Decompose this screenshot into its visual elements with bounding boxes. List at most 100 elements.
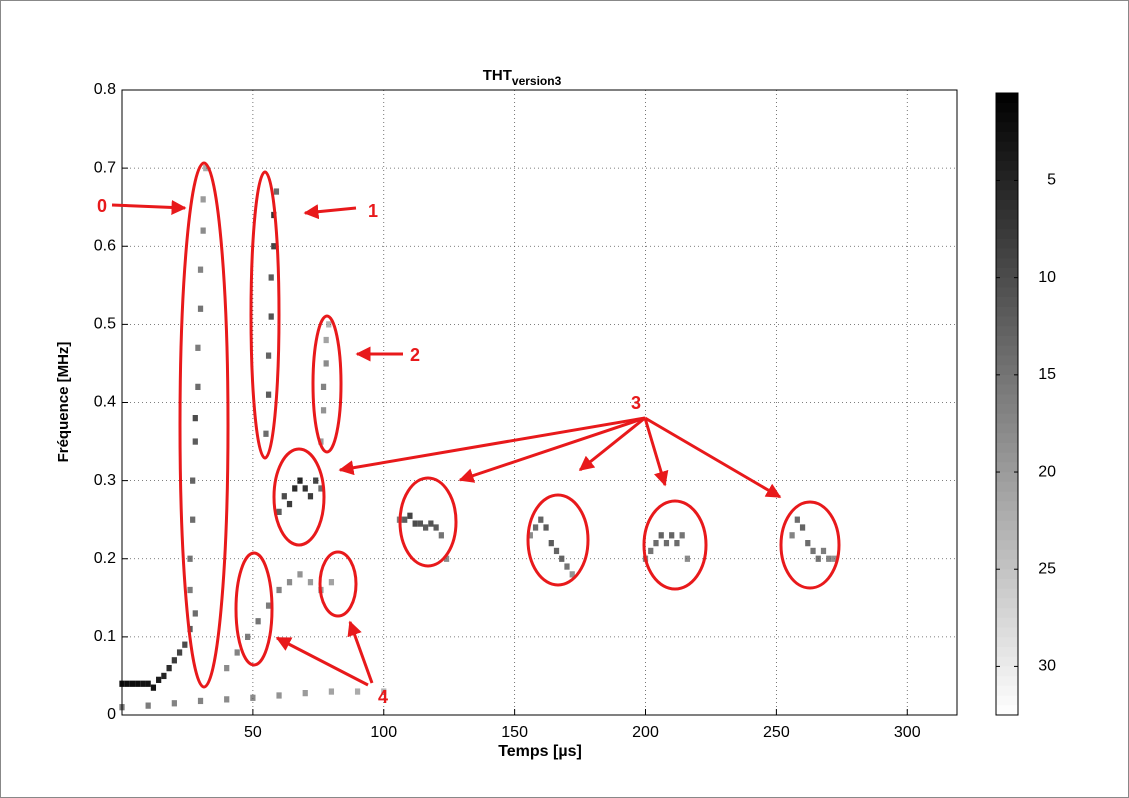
colorbar-step — [996, 472, 1018, 483]
colorbar-step — [996, 462, 1018, 473]
heatmap-cell — [250, 694, 256, 701]
heatmap-cell — [265, 391, 272, 398]
heatmap-cell — [354, 688, 361, 695]
heatmap-cell — [820, 547, 827, 555]
colorbar-step — [996, 277, 1018, 288]
colorbar-step — [996, 666, 1018, 677]
heatmap-cell — [569, 571, 575, 578]
heatmap-cell — [805, 540, 811, 547]
colorbar-tick-label: 10 — [1038, 269, 1056, 286]
heatmap-cell — [318, 485, 324, 492]
annotation-arrow — [303, 204, 357, 220]
heatmap-cell — [433, 524, 439, 531]
colorbar-step — [996, 229, 1018, 240]
colorbar-step — [996, 170, 1018, 181]
colorbar-frame — [995, 92, 1019, 716]
y-tick-label: 0.6 — [94, 237, 116, 254]
heatmap-cell — [182, 641, 188, 648]
heatmap-cell — [200, 227, 206, 234]
colorbar-step — [996, 345, 1018, 356]
colorbar-step — [996, 209, 1018, 220]
heatmap-cell — [297, 477, 303, 484]
colorbar-step — [996, 452, 1018, 463]
annotation-label: 1 — [368, 201, 378, 221]
colorbar-step — [996, 131, 1018, 143]
heatmap-cell — [320, 383, 327, 390]
colorbar-step — [996, 238, 1018, 249]
annotation-label: 0 — [97, 196, 107, 216]
annotation-arrow — [458, 416, 646, 483]
heatmap-cell — [286, 500, 293, 508]
heatmap-cell — [190, 477, 196, 484]
heatmap-cell — [307, 579, 314, 586]
y-tick-label: 0.7 — [94, 159, 116, 176]
heatmap-cell — [307, 493, 314, 500]
heatmap-cell — [281, 493, 287, 500]
heatmap-cell — [553, 547, 560, 555]
heatmap-cell — [538, 516, 544, 523]
colorbar-step — [996, 627, 1018, 638]
heatmap-cell — [831, 555, 837, 562]
colorbar-step — [996, 258, 1018, 269]
colorbar-step — [996, 433, 1018, 444]
heatmap-cell — [195, 344, 201, 351]
y-tick-label: 0.2 — [94, 550, 116, 567]
heatmap-cell — [323, 360, 329, 367]
heatmap-cell — [794, 516, 800, 523]
heatmap-cell — [438, 532, 444, 539]
heatmap-cell — [302, 485, 308, 492]
colorbar-step — [996, 637, 1018, 648]
heatmap-cell — [684, 555, 691, 562]
heatmap-cell — [156, 676, 162, 683]
annotation-ellipse — [234, 551, 274, 667]
colorbar-step — [996, 219, 1018, 230]
annotation-ellipse — [178, 161, 230, 689]
annotation-ellipse — [272, 447, 326, 547]
heatmap-cell — [145, 702, 151, 709]
heatmap-cell — [663, 540, 670, 547]
heatmap-cell — [527, 532, 533, 539]
colorbar-step — [996, 287, 1018, 298]
heatmap-cell — [140, 680, 146, 687]
heatmap-cell — [789, 532, 795, 539]
y-axis-label: Fréquence [MHz] — [55, 342, 72, 463]
heatmap-cell — [423, 524, 429, 531]
colorbar-step — [996, 199, 1018, 211]
colorbar-step — [996, 578, 1018, 590]
heatmap-cell — [268, 274, 274, 281]
annotation-arrow — [578, 416, 646, 472]
heatmap-cell — [328, 579, 335, 586]
colorbar-step — [996, 608, 1018, 619]
heatmap-cell — [402, 516, 408, 523]
colorbar-step — [996, 374, 1018, 386]
heatmap-cell — [197, 266, 204, 273]
colorbar-step — [996, 549, 1018, 560]
heatmap-cell — [658, 532, 664, 539]
heatmap-cell — [320, 407, 327, 414]
heatmap-cell — [826, 555, 832, 562]
heatmap-cell — [245, 633, 251, 640]
heatmap-cell — [543, 524, 549, 531]
heatmap-cell — [197, 305, 204, 312]
annotation-label: 2 — [410, 345, 420, 365]
colorbar-step — [996, 501, 1018, 512]
heatmap-cell — [150, 684, 157, 691]
colorbar-step — [996, 656, 1018, 667]
heatmap-cell — [286, 579, 293, 586]
heatmap-cell — [412, 520, 418, 527]
heatmap-cell — [192, 438, 198, 445]
heatmap-cell — [302, 690, 308, 697]
annotation-arrow — [111, 199, 187, 215]
colorbar-step — [996, 180, 1018, 191]
colorbar-step — [996, 248, 1018, 259]
annotation-ellipse — [526, 493, 590, 587]
heatmap-cell — [276, 692, 282, 699]
colorbar-step — [996, 306, 1018, 318]
heatmap-cell — [407, 512, 413, 519]
colorbar-step — [996, 365, 1018, 376]
title-subscript: version3 — [512, 74, 562, 88]
heatmap-cell — [271, 243, 277, 250]
chart-title: THTversion3 — [483, 67, 562, 88]
y-tick-label: 0.1 — [94, 628, 116, 645]
colorbar-tick-label: 30 — [1038, 658, 1056, 675]
